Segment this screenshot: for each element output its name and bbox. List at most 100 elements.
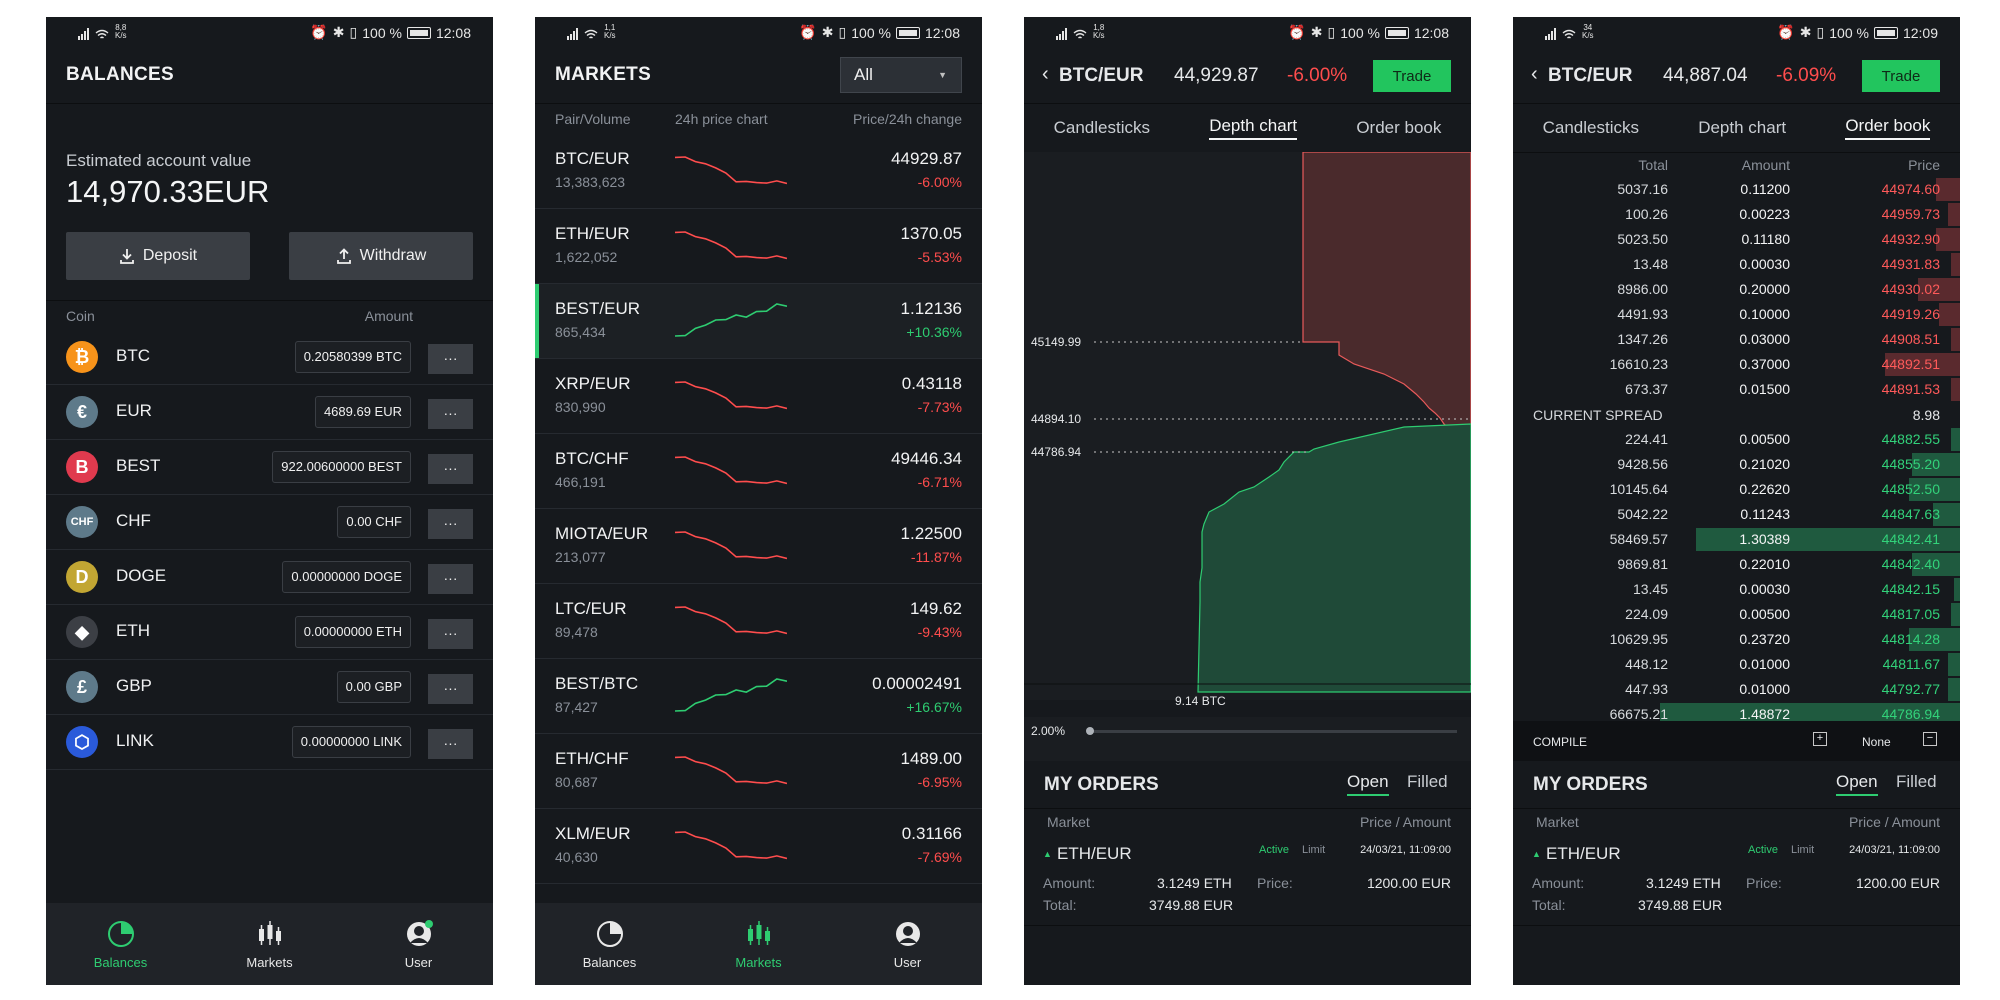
bid-row[interactable]: 9428.56 0.21020 44855.20 (1513, 452, 1960, 477)
trade-button[interactable]: Trade (1862, 60, 1940, 92)
market-row[interactable]: BTC/EUR 13,383,623 44929.87 -6.00% (535, 134, 982, 209)
tab-filled-orders[interactable]: Filled (1407, 772, 1448, 791)
order-row[interactable]: ▲ ETH/EUR Active Limit 24/03/21, 11:09:0… (1513, 835, 1960, 926)
order-pair: ETH/EUR (1546, 844, 1621, 863)
bid-row[interactable]: 224.41 0.00500 44882.55 (1513, 427, 1960, 452)
tab-depth-chart[interactable]: Depth chart (1698, 118, 1787, 137)
nav-markets[interactable]: Markets (195, 903, 344, 985)
market-row[interactable]: BEST/EUR 865,434 1.12136 +10.36% (535, 284, 982, 359)
ask-row[interactable]: 673.37 0.01500 44891.53 (1513, 377, 1960, 402)
market-row[interactable]: ETH/EUR 1,622,052 1370.05 -5.53% (535, 209, 982, 284)
battery-icon (1873, 26, 1898, 39)
order-total-label: Total: (1043, 897, 1077, 913)
order-row[interactable]: ▲ ETH/EUR Active Limit 24/03/21, 11:09:0… (1024, 835, 1471, 926)
bid-row[interactable]: 10629.95 0.23720 44814.28 (1513, 627, 1960, 652)
bid-row[interactable]: 9869.81 0.22010 44842.40 (1513, 552, 1960, 577)
trade-button[interactable]: Trade (1373, 60, 1451, 92)
net-speed: 8,8 (115, 23, 127, 32)
nav-user[interactable]: User (833, 903, 982, 985)
minus-icon[interactable]: − (1923, 732, 1937, 746)
ask-row[interactable]: 1347.26 0.03000 44908.51 (1513, 327, 1960, 352)
market-change: -7.73% (917, 399, 962, 415)
bid-row[interactable]: 5042.22 0.11243 44847.63 (1513, 502, 1960, 527)
market-row[interactable]: BEST/BTC 87,427 0.00002491 +16.67% (535, 659, 982, 734)
bid-row[interactable]: 10145.64 0.22620 44852.50 (1513, 477, 1960, 502)
status-bar: 34 K/s ⏰ ✱ ▯ 100 % 12:09 (1513, 17, 1960, 48)
tab-candlesticks[interactable]: Candlesticks (1542, 118, 1639, 137)
bid-row[interactable]: 13.45 0.00030 44842.15 (1513, 577, 1960, 602)
ask-row[interactable]: 5023.50 0.11180 44932.90 (1513, 227, 1960, 252)
tab-open-orders[interactable]: Open (1836, 772, 1878, 796)
spread-value: 8.98 (1912, 407, 1940, 423)
market-filter-select[interactable]: All ▼ (840, 57, 962, 93)
bid-row[interactable]: 448.12 0.01000 44811.67 (1513, 652, 1960, 677)
level-label-mid: 44894.10 (1031, 412, 1082, 426)
ask-row[interactable]: 16610.23 0.37000 44892.51 (1513, 352, 1960, 377)
coin-row-doge[interactable]: D DOGE 0.00000000 DOGE ··· (46, 550, 493, 605)
withdraw-button[interactable]: Withdraw (289, 232, 473, 280)
plus-icon[interactable]: + (1813, 732, 1827, 746)
bid-row[interactable]: 224.09 0.00500 44817.05 (1513, 602, 1960, 627)
nav-markets[interactable]: Markets (684, 903, 833, 985)
nav-balances[interactable]: Balances (46, 903, 195, 985)
market-row[interactable]: MIOTA/EUR 213,077 1.22500 -11.87% (535, 509, 982, 584)
tab-filled-orders[interactable]: Filled (1896, 772, 1937, 791)
coin-row-gbp[interactable]: £ GBP 0.00 GBP ··· (46, 660, 493, 715)
tab-depth-chart[interactable]: Depth chart (1209, 116, 1298, 140)
more-options-button[interactable]: ··· (428, 509, 473, 539)
market-row[interactable]: XLM/EUR 40,630 0.31166 -7.69% (535, 809, 982, 884)
back-icon[interactable]: ‹ (1042, 63, 1049, 85)
zoom-bar: 2.00% (1024, 717, 1471, 761)
order-price: 44842.15 (1881, 581, 1940, 597)
order-price: 44931.83 (1881, 256, 1940, 272)
nav-user[interactable]: User (344, 903, 493, 985)
phone-order-book: 34 K/s ⏰ ✱ ▯ 100 % 12:09 ‹ BTC/EUR 44,887… (1513, 17, 1960, 985)
more-options-button[interactable]: ··· (428, 729, 473, 759)
coin-row-eth[interactable]: ◆ ETH 0.00000000 ETH ··· (46, 605, 493, 660)
market-row[interactable]: BTC/CHF 466,191 49446.34 -6.71% (535, 434, 982, 509)
more-options-button[interactable]: ··· (428, 344, 473, 374)
more-options-button[interactable]: ··· (428, 619, 473, 649)
more-options-button[interactable]: ··· (428, 564, 473, 594)
coin-row-best[interactable]: B BEST 922.00600000 BEST ··· (46, 440, 493, 495)
coin-amount: 0.20580399 BTC (294, 341, 411, 373)
bid-row[interactable]: 447.93 0.01000 44792.77 (1513, 677, 1960, 702)
market-row[interactable]: LTC/EUR 89,478 149.62 -9.43% (535, 584, 982, 659)
ask-row[interactable]: 13.48 0.00030 44931.83 (1513, 252, 1960, 277)
market-row[interactable]: ETH/CHF 80,687 1489.00 -6.95% (535, 734, 982, 809)
col-price-amount-header: Price / Amount (1359, 814, 1451, 830)
coin-row-chf[interactable]: CHF CHF 0.00 CHF ··· (46, 495, 493, 550)
tab-order-book[interactable]: Order book (1845, 116, 1931, 140)
col-pair-header: Pair/Volume (555, 111, 631, 127)
order-amount-label: Amount: (1043, 875, 1096, 891)
tab-order-book[interactable]: Order book (1356, 118, 1442, 137)
ask-row[interactable]: 100.26 0.00223 44959.73 (1513, 202, 1960, 227)
tab-candlesticks[interactable]: Candlesticks (1053, 118, 1150, 137)
zoom-slider-handle[interactable] (1086, 727, 1094, 735)
more-options-button[interactable]: ··· (428, 674, 473, 704)
more-options-button[interactable]: ··· (428, 399, 473, 429)
more-options-button[interactable]: ··· (428, 454, 473, 484)
ask-row[interactable]: 8986.00 0.20000 44930.02 (1513, 277, 1960, 302)
coin-row-btc[interactable]: ₿ BTC 0.20580399 BTC ··· (46, 330, 493, 385)
zoom-value: 2.00% (1031, 724, 1066, 738)
bid-row[interactable]: 58469.57 1.30389 44842.41 (1513, 527, 1960, 552)
bid-row[interactable]: 66675.21 1.48872 44786.94 (1513, 702, 1960, 727)
bitcoin-icon: ₿ (66, 341, 98, 373)
signal-icon (567, 28, 578, 40)
sparkline-line (675, 606, 787, 635)
deposit-button[interactable]: Deposit (66, 232, 250, 280)
order-amount: 0.00030 (1739, 581, 1790, 597)
ask-row[interactable]: 4491.93 0.10000 44919.26 (1513, 302, 1960, 327)
market-row[interactable]: XRP/EUR 830,990 0.43118 -7.73% (535, 359, 982, 434)
nav-balances[interactable]: Balances (535, 903, 684, 985)
coin-row-link[interactable]: ⬡ LINK 0.00000000 LINK ··· (46, 715, 493, 770)
tab-open-orders[interactable]: Open (1347, 772, 1389, 796)
ask-row[interactable]: 5037.16 0.11200 44974.60 (1513, 177, 1960, 202)
coin-row-eur[interactable]: € EUR 4689.69 EUR ··· (46, 385, 493, 440)
market-price: 49446.34 (891, 449, 962, 468)
back-icon[interactable]: ‹ (1531, 63, 1538, 85)
sparkline-line (675, 531, 787, 560)
zoom-slider-track[interactable] (1090, 730, 1457, 733)
order-total: 673.37 (1625, 381, 1668, 397)
